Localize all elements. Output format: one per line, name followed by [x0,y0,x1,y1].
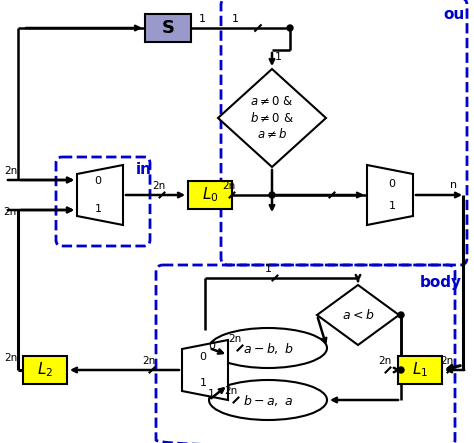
Text: 2n: 2n [3,207,16,217]
Text: 2n: 2n [228,334,241,344]
Text: 0: 0 [94,176,101,187]
Text: $L_0$: $L_0$ [202,186,219,204]
Circle shape [398,312,404,318]
Text: $b-a,\ a$: $b-a,\ a$ [243,392,293,408]
Text: 2n: 2n [222,181,235,191]
Polygon shape [367,165,413,225]
Text: 1: 1 [265,264,272,274]
Bar [23,356,67,384]
Text: in: in [136,163,152,178]
Polygon shape [218,69,326,167]
Text: body: body [420,276,462,291]
Text: 1: 1 [94,203,101,214]
Ellipse shape [209,380,327,420]
Text: 2n: 2n [378,356,391,366]
Text: $a < b$: $a < b$ [342,308,374,322]
Circle shape [398,367,404,373]
Circle shape [269,192,275,198]
Polygon shape [77,165,123,225]
Text: $a \neq 0$ &
$b \neq 0$ &
$a \neq b$: $a \neq 0$ & $b \neq 0$ & $a \neq b$ [250,95,294,141]
Bar [398,356,442,384]
Text: $a-b,\ b$: $a-b,\ b$ [243,341,293,355]
Text: 1: 1 [200,378,207,389]
Text: 2n: 2n [152,181,165,191]
Text: 1: 1 [232,14,239,24]
Polygon shape [317,285,399,345]
Polygon shape [182,340,228,400]
Text: 1: 1 [199,14,206,24]
Text: 0: 0 [200,351,207,361]
Circle shape [287,25,293,31]
Text: S: S [162,19,174,37]
Ellipse shape [209,328,327,368]
Bar [188,181,232,209]
Text: 1: 1 [389,202,395,211]
Text: $L_1$: $L_1$ [412,361,428,379]
Text: ou: ou [443,7,464,22]
Text: 0: 0 [389,179,395,189]
Text: $L_2$: $L_2$ [37,361,53,379]
Text: n: n [450,180,457,190]
Text: 1: 1 [208,389,215,399]
Bar [145,14,191,42]
Text: 2n: 2n [4,166,17,176]
Text: 2n: 2n [142,356,155,366]
Text: 0: 0 [208,341,215,351]
Text: 2n: 2n [4,353,17,363]
Text: 2n: 2n [440,356,453,366]
Text: 1: 1 [275,52,282,62]
Text: 2n: 2n [224,386,237,396]
